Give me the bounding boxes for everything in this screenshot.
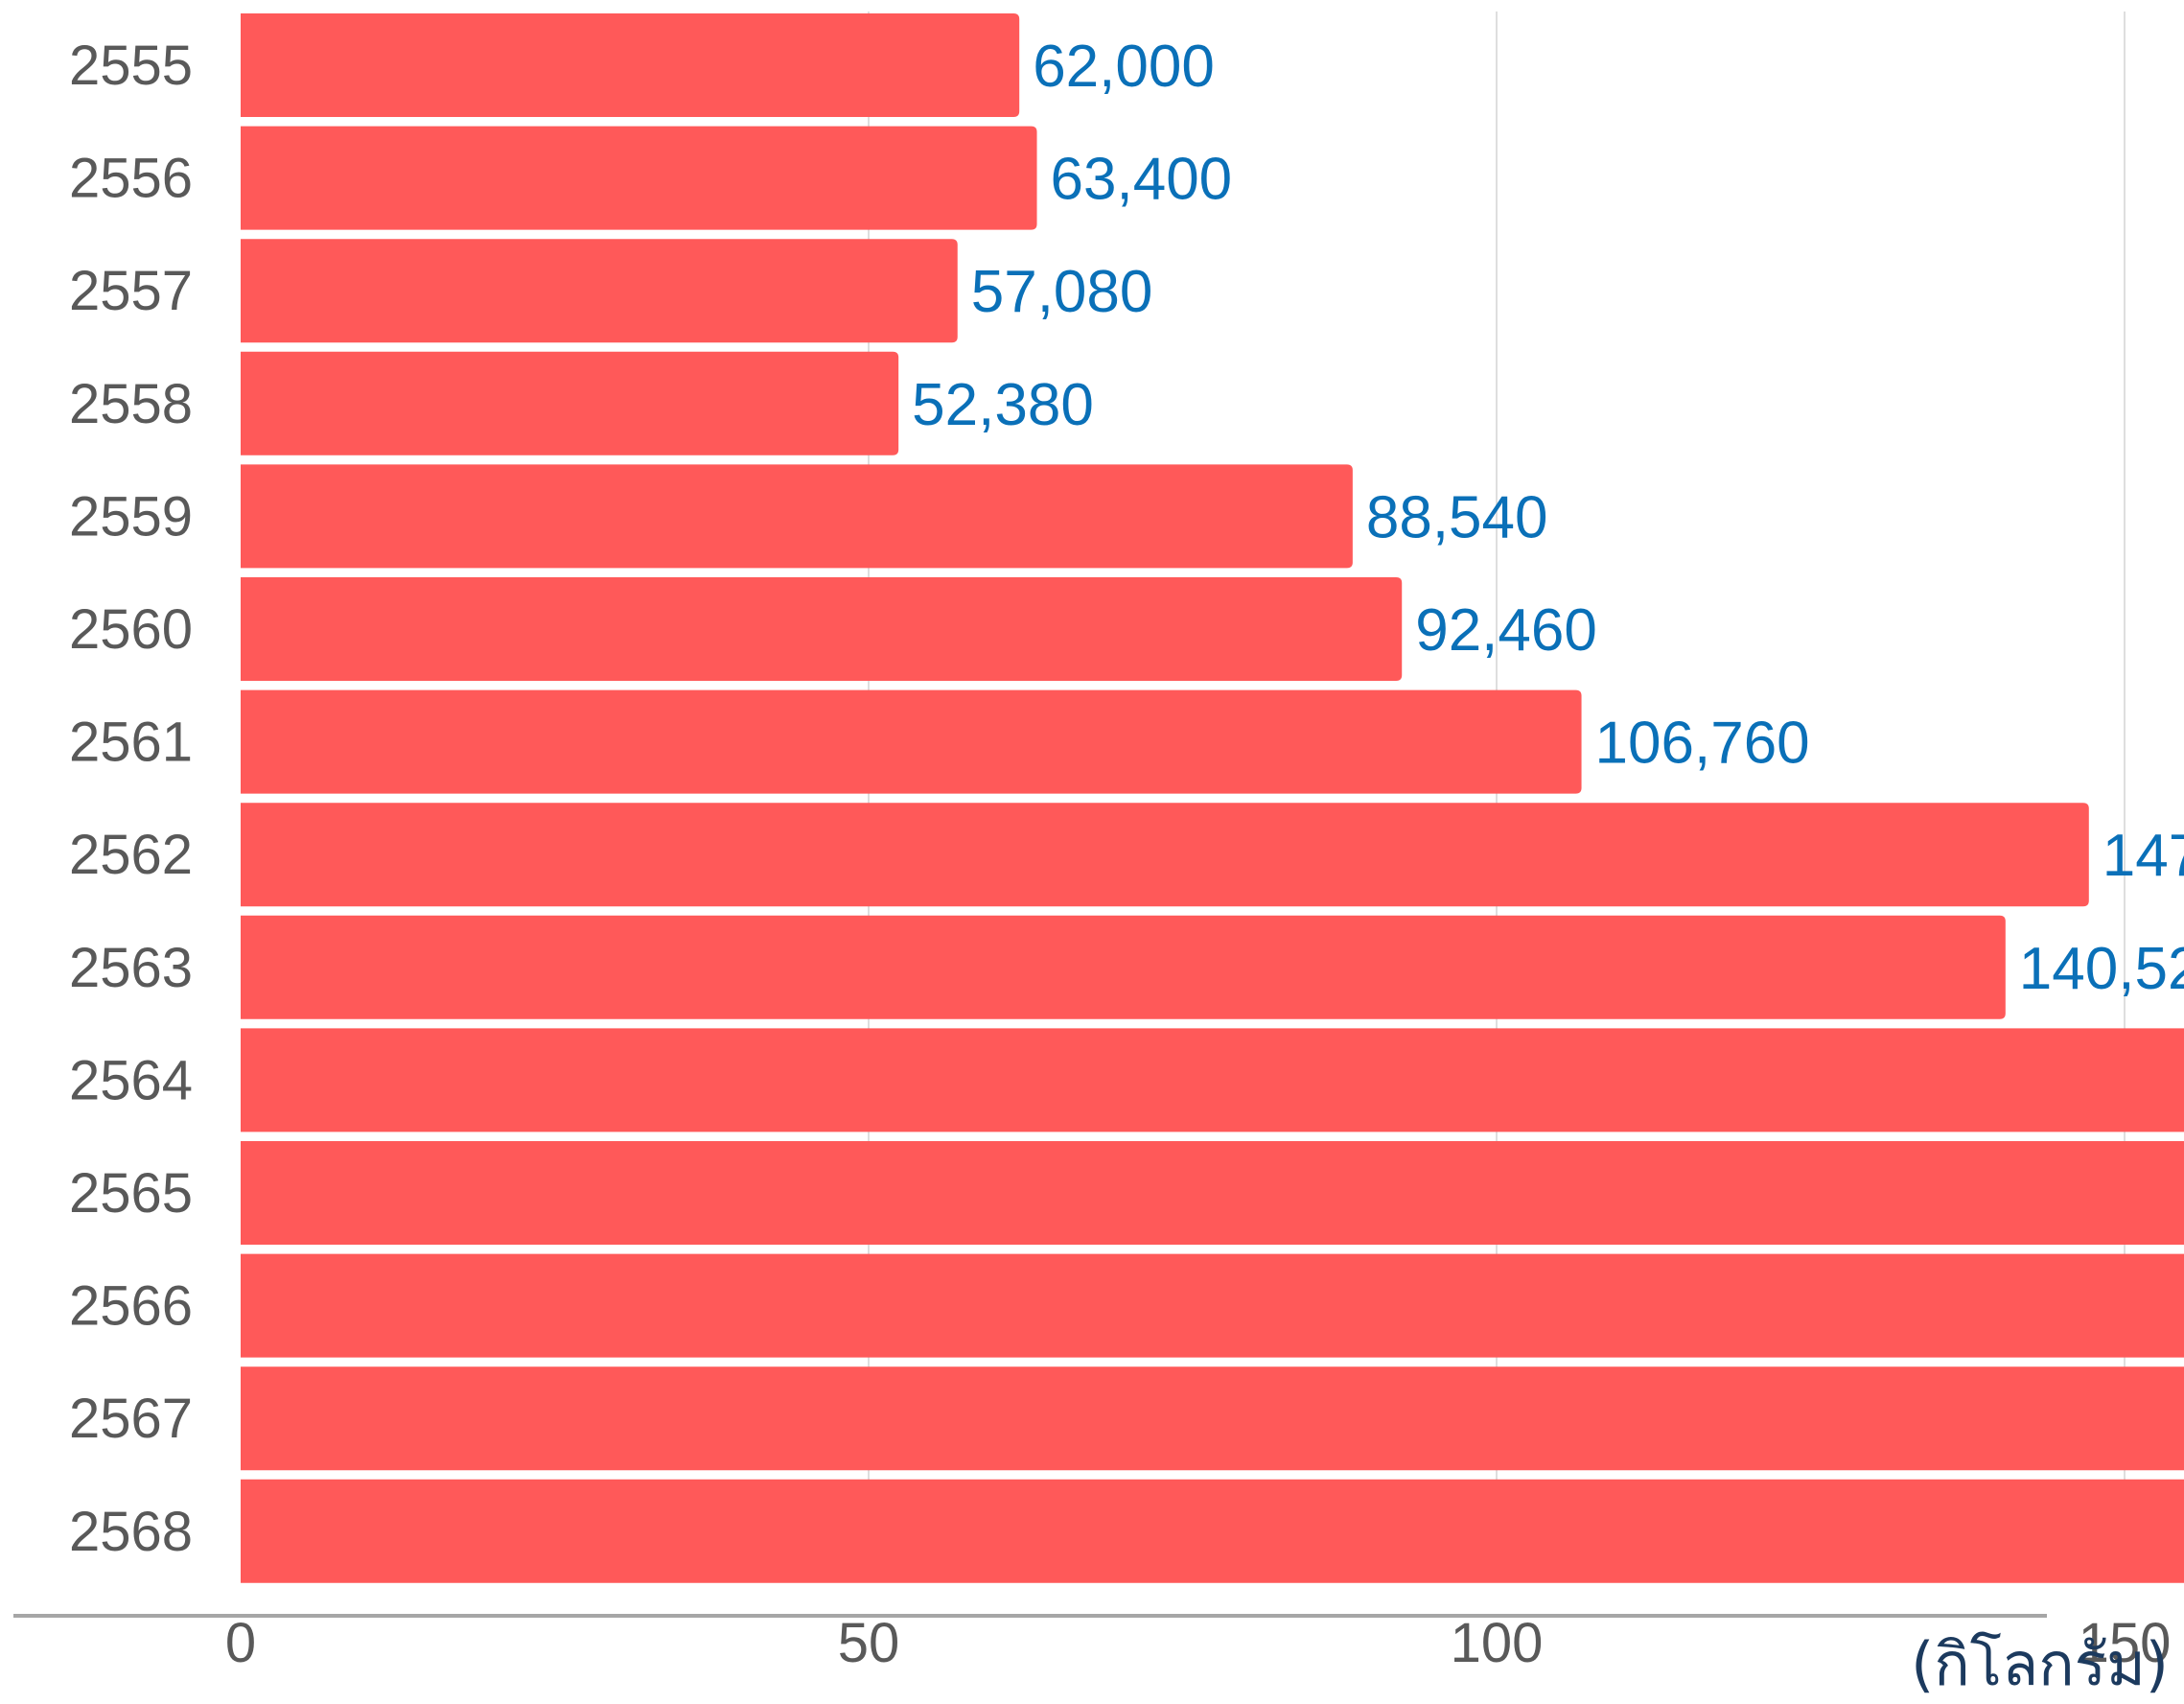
- category-label: 2564: [69, 1049, 193, 1111]
- bar: [241, 689, 1582, 794]
- bar: [241, 1028, 2184, 1132]
- bar: [241, 464, 1353, 569]
- bar: [241, 1253, 2184, 1358]
- data-label: 63,400: [1051, 147, 1233, 213]
- x-tick-label: 100: [1451, 1612, 1544, 1674]
- x-tick-label: 50: [838, 1612, 900, 1674]
- category-label: 2559: [69, 485, 193, 548]
- data-label: 147,160: [2103, 823, 2184, 889]
- bars: [241, 13, 2184, 1583]
- unit-label: (กิโลกรัม): [1911, 1629, 2169, 1699]
- data-label: 106,760: [1595, 711, 1810, 777]
- bar: [241, 351, 899, 455]
- category-label: 2555: [69, 35, 193, 97]
- x-tick-label: 0: [225, 1612, 256, 1674]
- data-label: 52,380: [912, 372, 1094, 438]
- data-label: 92,460: [1415, 597, 1597, 664]
- category-label: 2557: [69, 260, 193, 322]
- x-axis-ticks: 050100150200250: [225, 1612, 2172, 1674]
- bar: [241, 1366, 2184, 1471]
- category-label: 2558: [69, 373, 193, 435]
- category-label: 2565: [69, 1162, 193, 1225]
- category-label: 2556: [69, 148, 193, 210]
- category-label: 2560: [69, 598, 193, 661]
- bar: [241, 1479, 2184, 1583]
- bar: [241, 239, 958, 343]
- bar: [241, 1141, 2184, 1245]
- x-tick-label: 150: [2079, 1612, 2172, 1674]
- bar: [241, 577, 1403, 681]
- category-label: 2567: [69, 1388, 193, 1450]
- category-label: 2563: [69, 937, 193, 999]
- data-label: 88,540: [1366, 484, 1548, 550]
- bar: [241, 803, 2089, 907]
- category-labels: 2555 2556 2557 2558 2559 2560 2561 2562 2563 2564…: [69, 35, 193, 1563]
- bar: [241, 915, 2006, 1019]
- data-label: 57,080: [971, 259, 1153, 325]
- category-label: 2562: [69, 824, 193, 886]
- bar: [241, 13, 1020, 117]
- bar: [241, 126, 1037, 230]
- category-label: 2566: [69, 1275, 193, 1338]
- category-label: 2561: [69, 712, 193, 774]
- data-label: 140,520: [2019, 936, 2184, 1002]
- data-labels: 62,000 63,400 57,080 52,380 88,540 92,460 106,…: [912, 34, 2184, 1002]
- category-label: 2568: [69, 1501, 193, 1563]
- data-label: 62,000: [1033, 34, 1215, 100]
